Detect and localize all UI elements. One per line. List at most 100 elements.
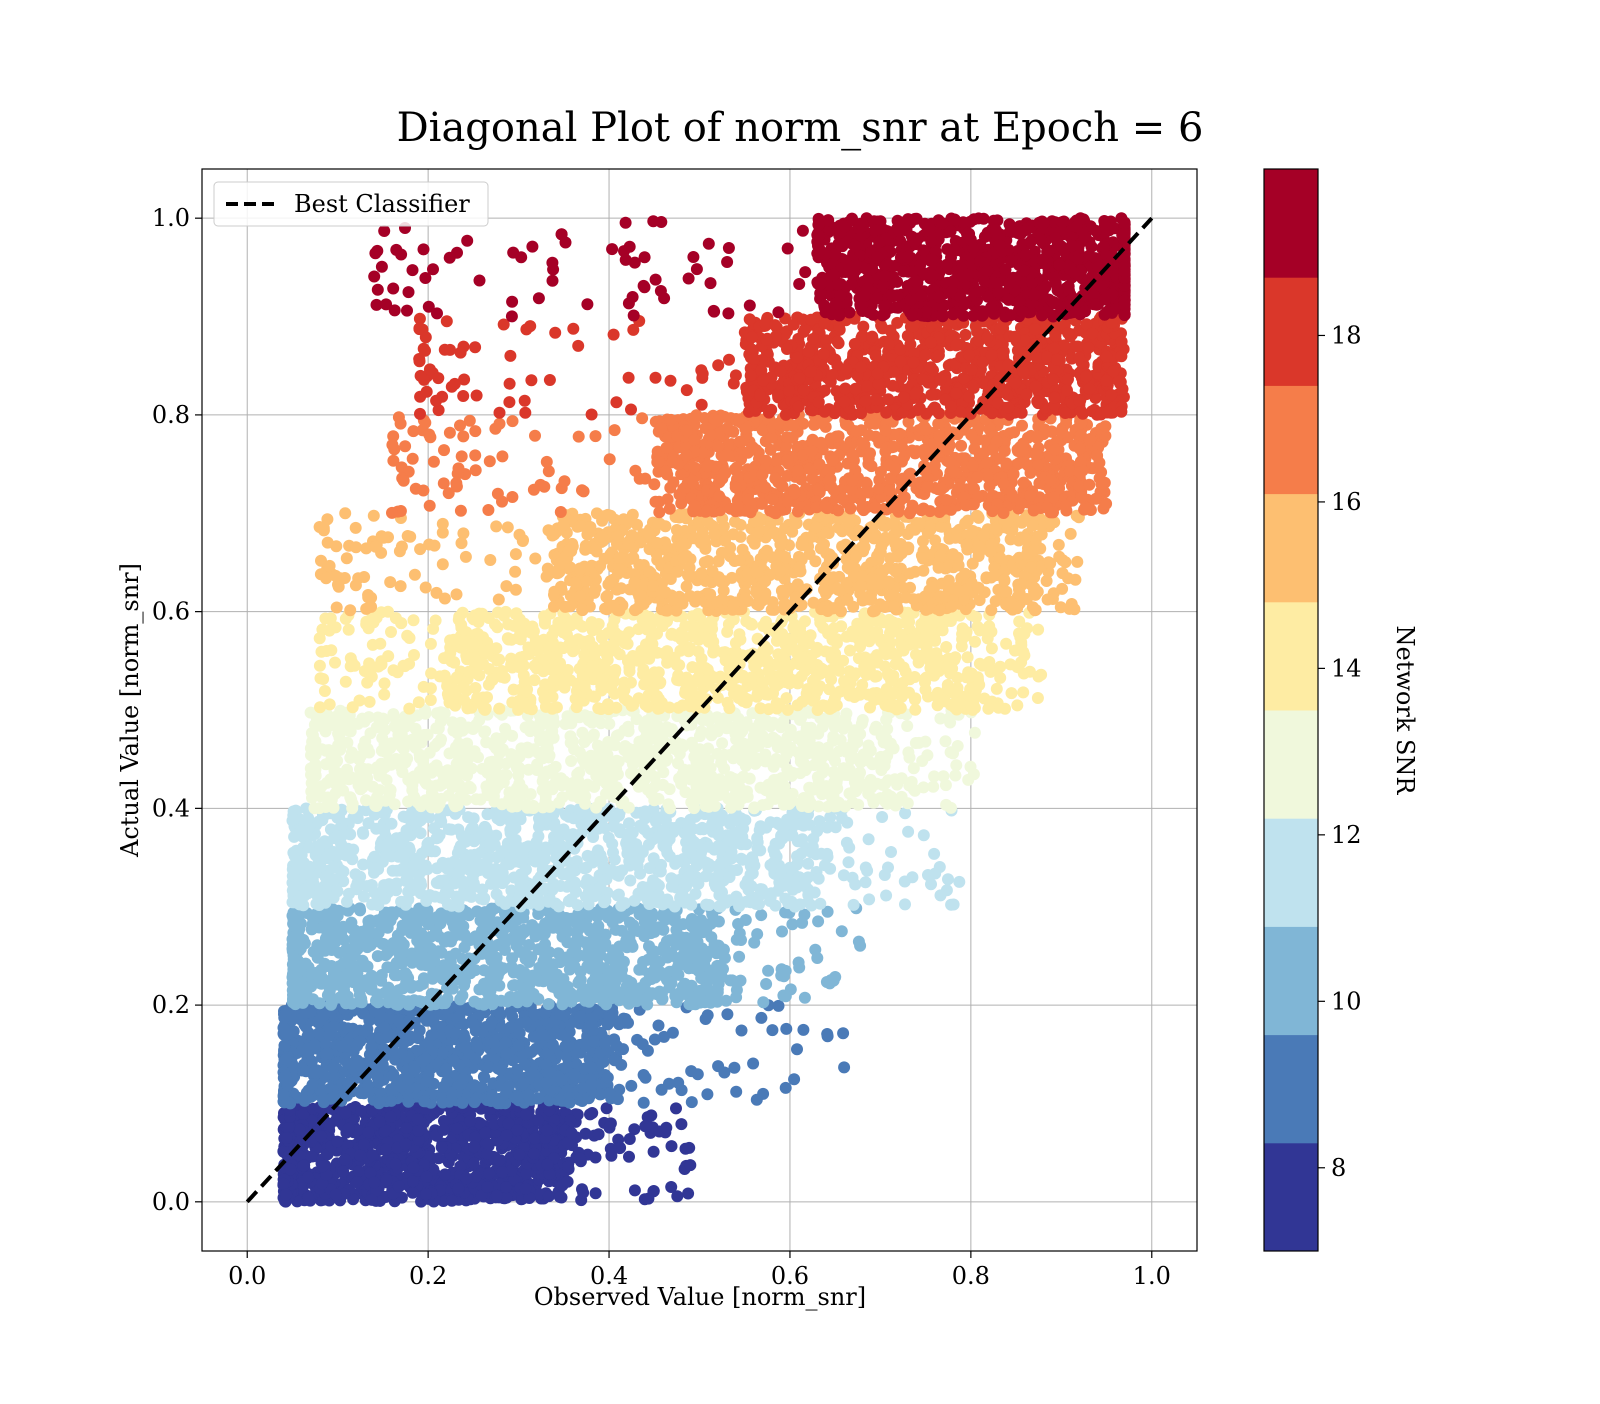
data-point [482,1138,494,1150]
data-point [622,1017,634,1029]
data-point [735,727,747,739]
data-point [341,896,353,908]
data-point [745,869,757,881]
data-point [336,1040,348,1052]
data-point [439,1168,451,1180]
data-point [543,1066,555,1078]
data-point [553,900,565,912]
data-point [591,714,603,726]
data-point [843,842,855,854]
data-point [346,853,358,865]
data-point [317,1093,329,1105]
data-point [483,1168,495,1180]
data-point [451,727,463,739]
data-point [724,974,736,986]
data-point [651,988,663,1000]
data-point [683,962,695,974]
data-point [448,1054,460,1066]
data-point [685,845,697,857]
data-point [333,905,345,917]
data-point [526,1066,538,1078]
data-point [653,889,665,901]
data-point [296,825,308,837]
data-point [391,877,403,889]
data-point [680,1143,692,1155]
data-point [434,829,446,841]
data-point [583,885,595,897]
data-point [533,1092,545,1104]
data-point [523,939,535,951]
data-point [400,1138,412,1150]
data-point [395,896,407,908]
data-point [816,752,828,764]
chart-title: Diagonal Plot of norm_snr at Epoch = 6 [200,104,1400,152]
data-point [876,811,888,823]
data-point [685,899,697,911]
data-point [663,1078,675,1090]
data-point [484,757,496,769]
data-point [701,1088,713,1100]
data-point [862,745,874,757]
data-point [443,858,455,870]
data-point [664,783,676,795]
data-point [513,762,525,774]
data-point [718,944,730,956]
data-point [644,862,656,874]
data-point [945,899,957,911]
data-point [350,881,362,893]
data-point [411,1031,423,1043]
data-point [298,1160,310,1172]
data-point [317,1160,329,1172]
data-point [755,820,767,832]
data-point [546,764,558,776]
data-point [363,747,375,759]
data-point [762,965,774,977]
data-point [505,816,517,828]
data-point [682,1188,694,1200]
data-point [380,1144,392,1156]
data-point [413,980,425,992]
data-point [468,1141,480,1153]
data-point [641,740,653,752]
data-point [489,940,501,952]
data-point [629,1184,641,1196]
data-point [809,944,821,956]
data-point [741,785,753,797]
data-point [603,832,615,844]
data-point [505,921,517,933]
data-point [533,813,545,825]
data-point [662,897,674,909]
data-point [579,1038,591,1050]
data-point [586,1078,598,1090]
data-point [333,947,345,959]
data-point [935,889,947,901]
data-point [608,990,620,1002]
data-point [776,963,788,975]
data-point [768,844,780,856]
data-point [713,869,725,881]
data-point [504,993,516,1005]
data-point [513,1039,525,1051]
data-point [402,1096,414,1108]
data-point [332,885,344,897]
data-point [518,983,530,995]
data-point [799,876,811,888]
data-point [812,728,824,740]
data-point [579,798,591,810]
data-point [765,859,777,871]
data-point [633,888,645,900]
data-point [788,1073,800,1085]
data-point [561,881,573,893]
data-point [420,1188,432,1200]
data-point [814,898,826,910]
data-point [548,718,560,730]
data-point [604,1015,616,1027]
data-point [662,952,674,964]
data-point [280,1053,292,1065]
data-point [863,833,875,845]
data-point [496,1166,508,1178]
data-point [313,843,325,855]
data-point [689,927,701,939]
data-point [287,994,299,1006]
data-point [532,993,544,1005]
